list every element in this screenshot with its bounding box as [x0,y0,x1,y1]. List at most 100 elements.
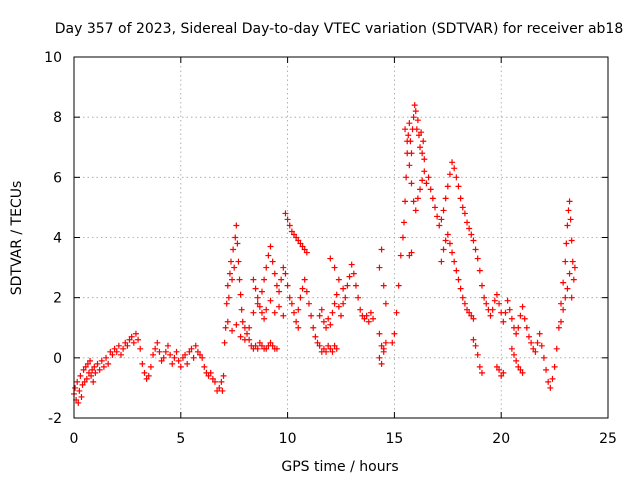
data-point [150,351,157,358]
data-point [141,369,148,376]
data-point [560,279,567,286]
data-point [564,285,571,292]
data-point [502,309,509,316]
data-point [421,168,428,175]
data-point [87,357,94,364]
data-point [555,324,562,331]
data-point [250,309,257,316]
data-point [500,318,507,325]
data-point [286,222,293,229]
data-point [271,270,278,277]
data-point [205,372,212,379]
data-point [493,363,500,370]
data-point [156,348,163,355]
data-point [263,306,270,313]
data-point [333,345,340,352]
data-point [223,300,230,307]
data-point [80,366,87,373]
data-point [568,294,575,301]
data-point [258,309,265,316]
data-point [327,321,334,328]
data-point [265,252,272,259]
data-point [566,270,573,277]
data-point [483,300,490,307]
data-point [246,324,253,331]
data-point [515,363,522,370]
data-point [438,216,445,223]
data-point [419,150,426,157]
data-point [405,132,412,139]
data-point [413,126,420,133]
data-point [342,294,349,301]
data-point [327,255,334,262]
data-point [500,369,507,376]
data-point [421,156,428,163]
data-point [340,300,347,307]
data-point [427,186,434,193]
data-point [468,312,475,319]
data-point [169,360,176,367]
data-point [419,177,426,184]
x-axis-label: GPS time / hours [281,459,398,475]
data-point [209,375,216,382]
data-point [370,315,377,322]
data-point [297,294,304,301]
data-point [380,345,387,352]
grid [74,57,608,418]
data-point [232,234,239,241]
data-point [77,372,84,379]
data-point [549,375,556,382]
y-tick-label: 8 [53,110,62,126]
data-point [147,363,154,370]
y-tick-label: 2 [53,291,62,307]
data-point [318,306,325,313]
data-point [333,291,340,298]
data-point [451,258,458,265]
y-tick-label: 6 [53,170,62,186]
data-point [404,138,411,145]
data-point [173,348,180,355]
data-point [361,315,368,322]
data-point [100,363,107,370]
data-point [278,276,285,283]
data-point [417,144,424,151]
data-point [291,309,298,316]
data-point [154,339,161,346]
data-point [224,318,231,325]
data-point [429,195,436,202]
data-point [397,252,404,259]
data-point [525,333,532,340]
data-point [316,312,323,319]
data-point [199,354,206,361]
data-point [365,318,372,325]
data-point [139,360,146,367]
data-point [562,294,569,301]
data-point [423,180,430,187]
data-point [563,240,570,247]
data-point [238,306,245,313]
data-point [271,309,278,316]
data-point [269,258,276,265]
data-point [402,198,409,205]
data-point [515,324,522,331]
data-point [280,312,287,319]
data-point [299,285,306,292]
data-point [453,267,460,274]
data-point [207,369,214,376]
data-point [111,345,118,352]
data-point [530,345,537,352]
data-point [230,246,237,253]
data-point [401,219,408,226]
data-point [227,258,234,265]
data-point [88,372,95,379]
data-point [78,393,85,400]
data-point [411,102,418,109]
data-point [92,369,99,376]
data-point [197,351,204,358]
data-point [519,303,526,310]
data-point [295,237,302,244]
data-point [382,300,389,307]
data-point [235,258,242,265]
data-point [538,342,545,349]
